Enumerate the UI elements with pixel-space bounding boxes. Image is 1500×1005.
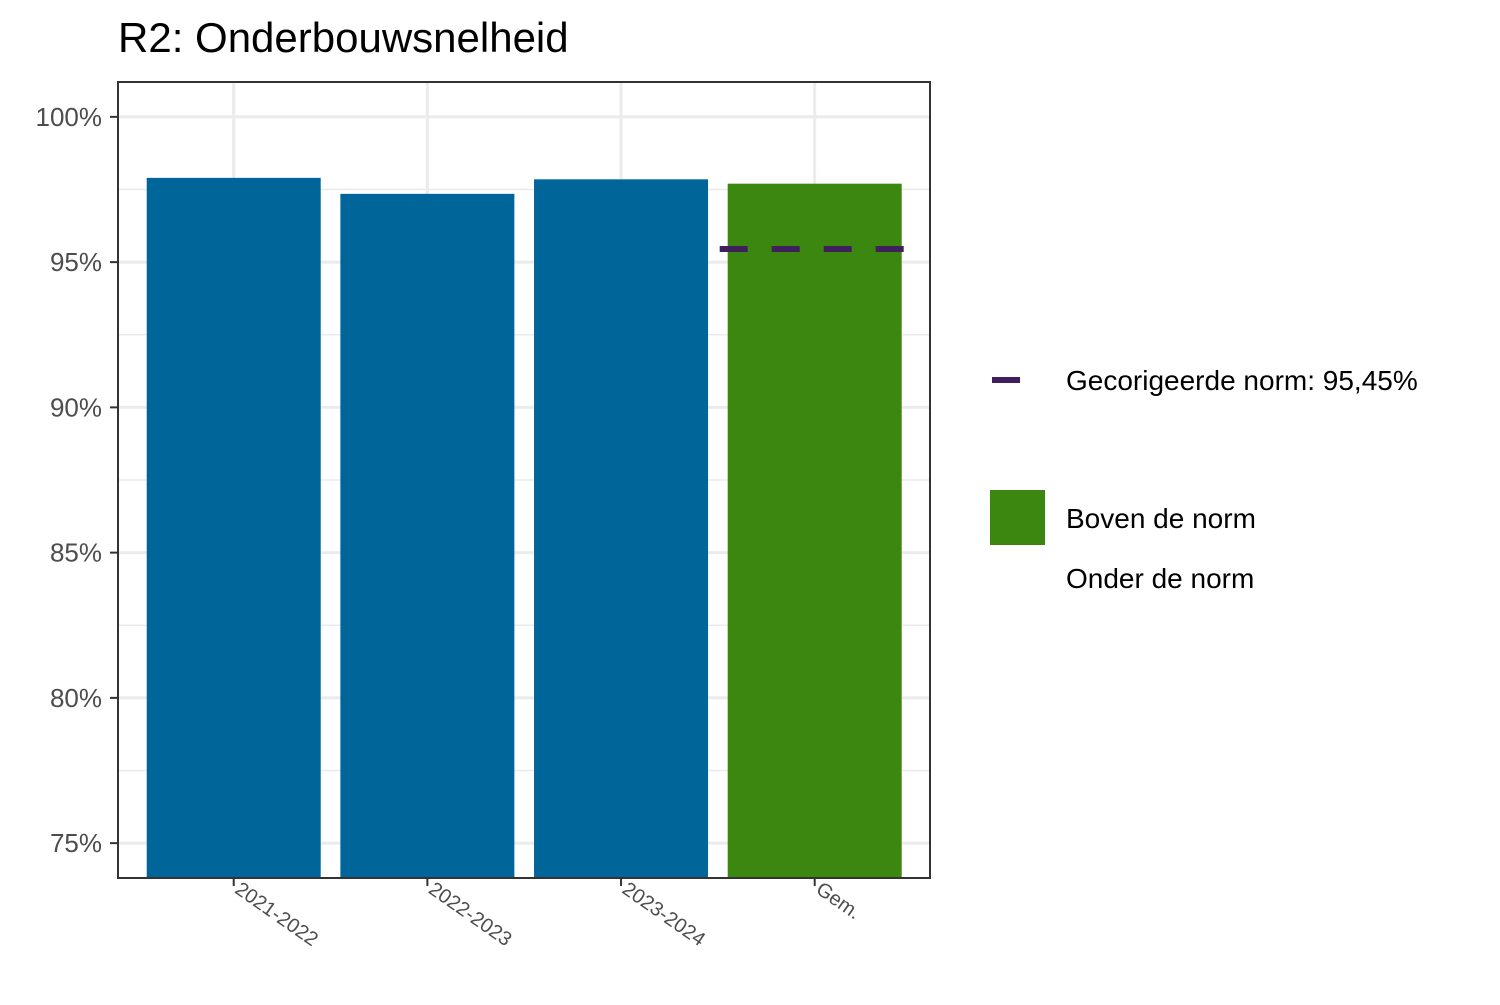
bar-2021-2022 bbox=[146, 177, 321, 879]
x-tick-label: 2021-2022 bbox=[231, 878, 322, 951]
y-tick-label: 90% bbox=[50, 392, 102, 422]
bar-2023-2024 bbox=[534, 179, 709, 878]
legend: Gecorigeerde norm: 95,45% Boven de norm On… bbox=[990, 365, 1418, 594]
plot-frame bbox=[117, 81, 931, 879]
legend-label-boven: Boven de norm bbox=[1066, 503, 1256, 534]
bar-Gem. bbox=[727, 183, 902, 878]
x-axis: 2021-2022 2022-2023 2023-2024 Gem. bbox=[231, 878, 865, 951]
legend-label-onder: Onder de norm bbox=[1066, 563, 1254, 594]
y-tick-label: 100% bbox=[36, 102, 103, 132]
legend-key-boven bbox=[990, 490, 1045, 545]
bar-2022-2023 bbox=[340, 193, 515, 879]
y-tick-label: 80% bbox=[50, 683, 102, 713]
bars bbox=[146, 177, 902, 879]
x-tick-label: Gem. bbox=[812, 878, 865, 924]
legend-label-norm: Gecorigeerde norm: 95,45% bbox=[1066, 365, 1418, 396]
x-tick-label: 2022-2023 bbox=[425, 878, 516, 951]
y-tick-label: 75% bbox=[50, 828, 102, 858]
y-tick-label: 85% bbox=[50, 538, 102, 568]
y-axis: 75% 80% 85% 90% 95% 100% bbox=[36, 102, 118, 858]
y-tick-label: 95% bbox=[50, 247, 102, 277]
x-tick-label: 2023-2024 bbox=[618, 878, 709, 951]
chart-title: R2: Onderbouwsnelheid bbox=[118, 14, 569, 61]
